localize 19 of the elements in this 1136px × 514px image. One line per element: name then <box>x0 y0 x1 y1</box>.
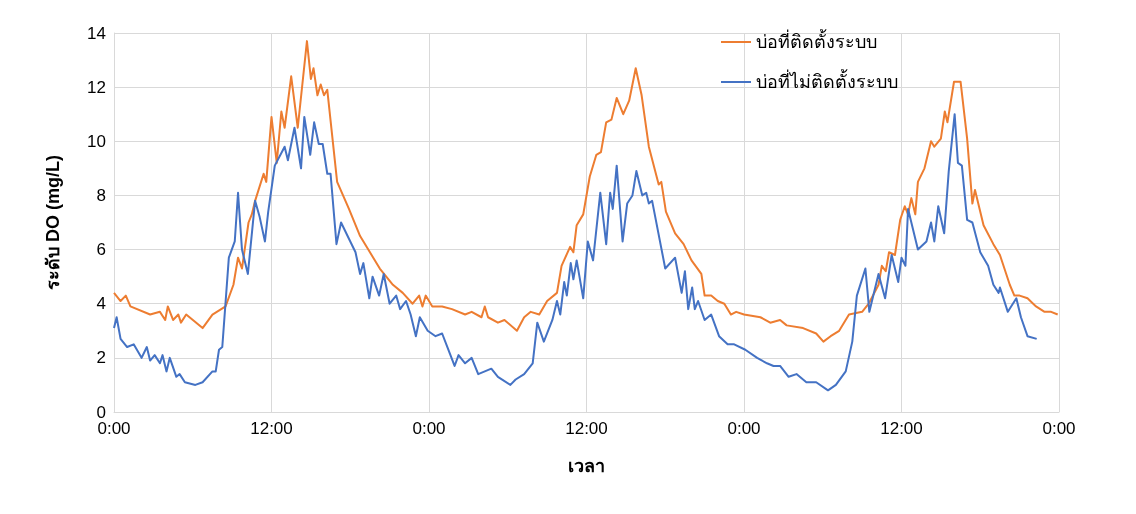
y-tick-label: 6 <box>96 240 106 260</box>
x-tick-label: 0:00 <box>97 419 131 438</box>
y-tick-label: 14 <box>87 23 106 43</box>
x-tick-label: 12:00 <box>880 419 923 438</box>
y-tick-label: 0 <box>96 402 106 422</box>
x-tick-label: 0:00 <box>412 419 446 438</box>
y-axis-title: ระดับ DO (mg/L) <box>43 155 63 290</box>
legend-label: บ่อที่ไม่ติดตั้งระบบ <box>756 69 898 92</box>
x-tick-label: 0:00 <box>1042 419 1076 438</box>
legend-label: บ่อที่ติดตั้งระบบ <box>756 29 877 52</box>
y-tick-label: 2 <box>96 348 106 368</box>
x-tick-label: 12:00 <box>565 419 608 438</box>
x-tick-label: 12:00 <box>250 419 293 438</box>
y-tick-label: 12 <box>87 77 106 97</box>
y-tick-label: 10 <box>87 131 106 151</box>
y-tick-label: 8 <box>96 185 106 205</box>
x-tick-label: 0:00 <box>727 419 761 438</box>
y-tick-label: 4 <box>96 294 106 314</box>
x-axis-title: เวลา <box>568 456 605 476</box>
